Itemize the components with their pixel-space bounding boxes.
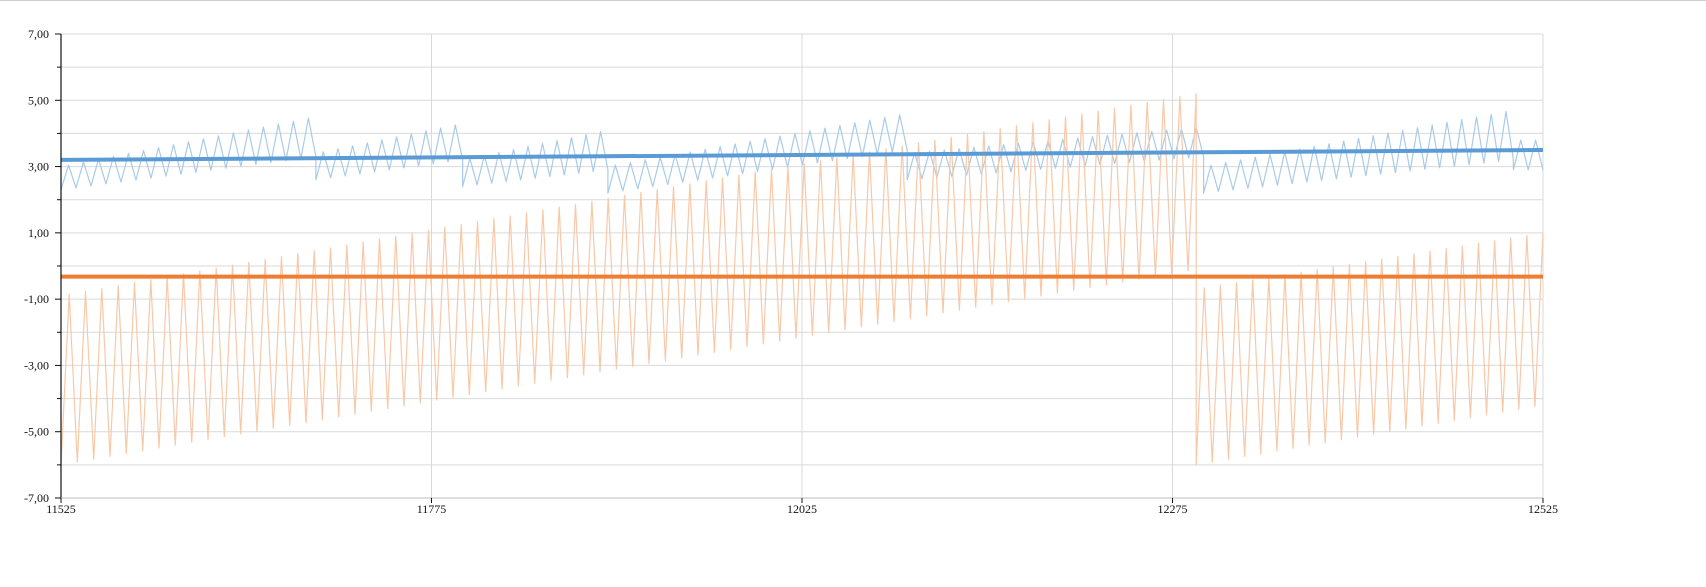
x-tick-label: 12275: [1158, 502, 1188, 516]
y-tick-label: 1,00: [28, 226, 49, 240]
tick-labels: 7,00 5,00 3,00 1,00 -1,00 -3,00 -5,00 -7,001152…: [24, 27, 1558, 516]
series-1-oscillation-line: [60, 93, 1544, 466]
top-border: [0, 0, 1706, 1]
x-tick-label: 11525: [46, 502, 76, 516]
y-tick-label: 5,00: [28, 93, 49, 107]
series-2-trend-line: [60, 148, 1544, 162]
x-tick-label: 12025: [787, 502, 817, 516]
grid-lines: [60, 33, 1544, 499]
y-tick-label: 7,00: [28, 27, 49, 41]
x-tick-label: 12525: [1528, 502, 1558, 516]
series-layer: [60, 93, 1544, 466]
y-tick-label: 3,00: [28, 160, 49, 174]
y-tick-label: -5,00: [24, 425, 49, 439]
y-tick-label: -3,00: [24, 358, 49, 372]
series-0-oscillation-line: [60, 111, 1544, 194]
y-tick-label: -1,00: [24, 292, 49, 306]
x-tick-label: 11775: [417, 502, 447, 516]
axes: [55, 33, 1544, 503]
y-tick-label: -7,00: [24, 491, 49, 505]
